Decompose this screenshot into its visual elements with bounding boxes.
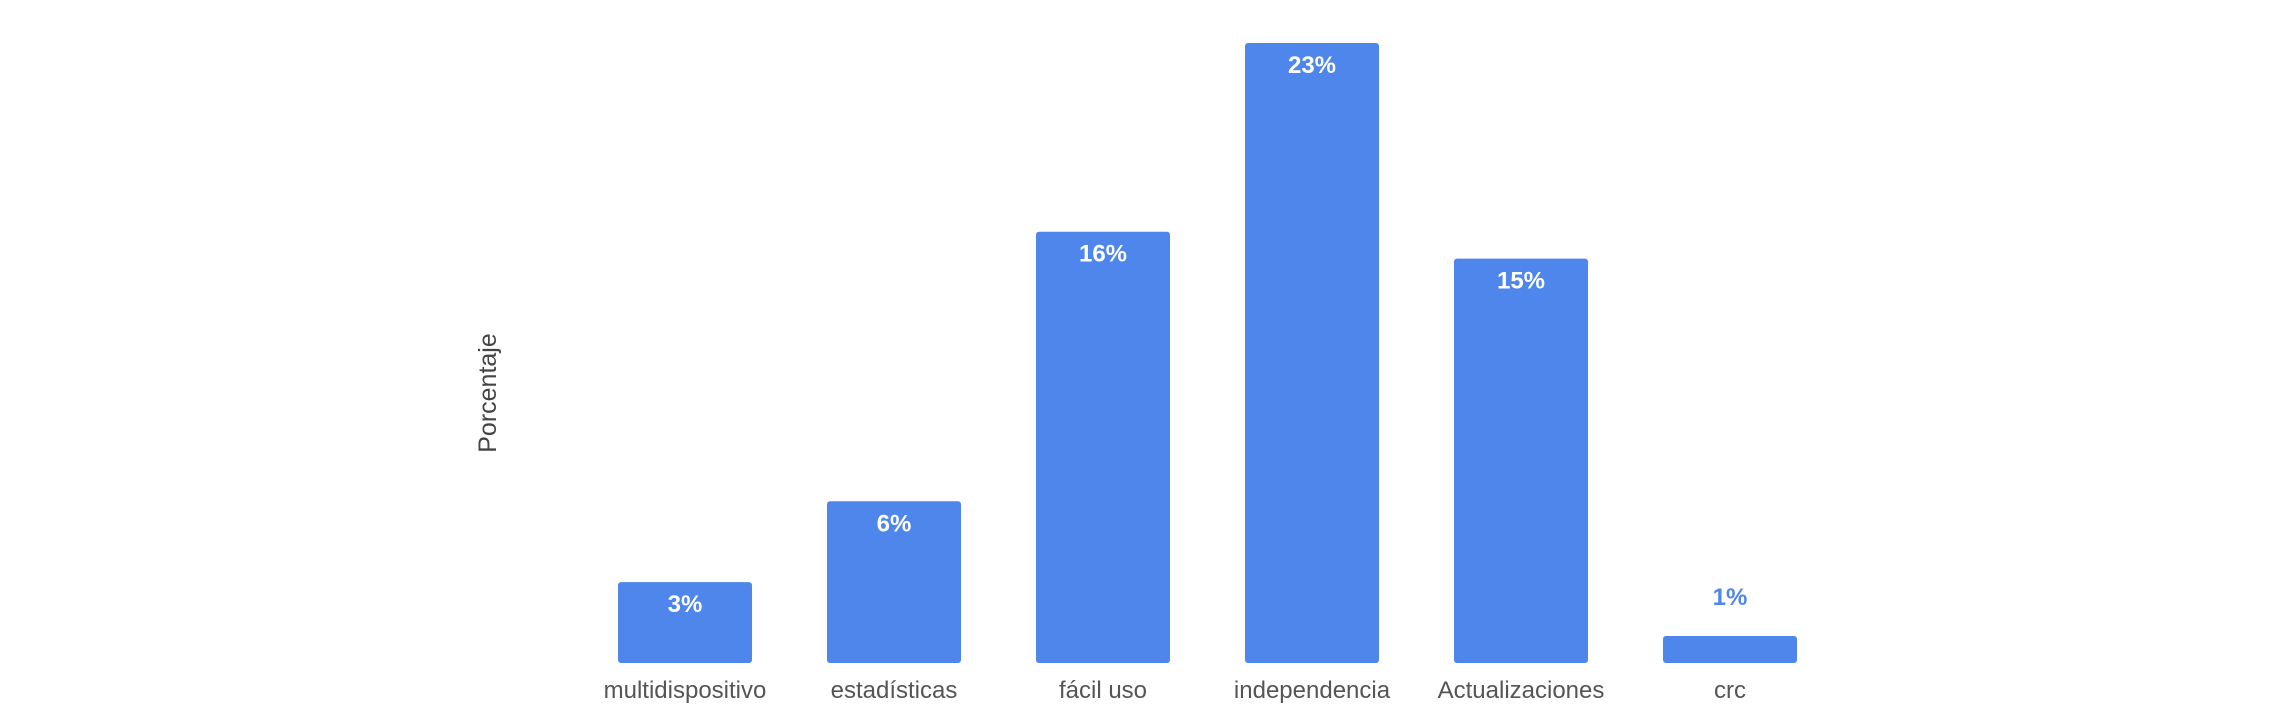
bar-5 [1663,636,1797,663]
x-tick-label: estadísticas [831,677,958,704]
x-tick-label: multidispositivo [604,677,767,704]
value-labels: 3% 6% 16% 23% 15% 1% [668,52,1748,618]
bar-0 [618,582,752,663]
value-label: 1% [1713,584,1748,611]
value-label: 15% [1497,268,1545,295]
x-tick-label: independencia [1234,677,1391,704]
value-label: 16% [1079,241,1127,268]
y-axis-label: Porcentaje [474,333,502,453]
x-tick-label: fácil uso [1059,677,1147,704]
x-tick-labels: multidispositivo estadísticas fácil uso ind… [604,677,1746,704]
bar-1 [827,501,961,663]
bar-2 [1036,231,1170,663]
bars-group [618,43,1797,663]
x-tick-label: Actualizaciones [1438,677,1605,704]
value-label: 6% [877,510,912,537]
value-label: 23% [1288,52,1336,79]
value-label: 3% [668,591,703,618]
bar-4 [1454,258,1588,663]
x-tick-label: crc [1714,677,1746,704]
bar-3 [1245,43,1379,663]
